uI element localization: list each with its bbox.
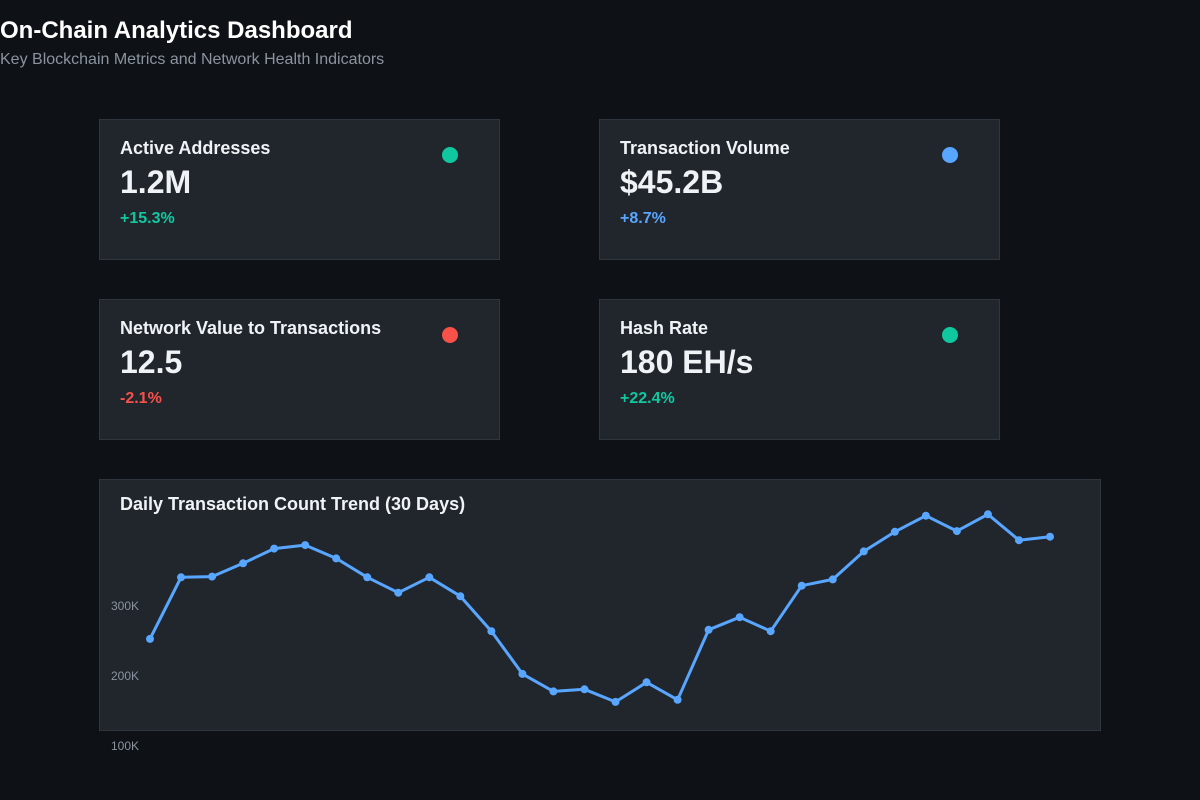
metric-card-transaction-volume: Transaction Volume $45.2B +8.7% xyxy=(599,119,1000,260)
status-dot-icon xyxy=(442,327,458,343)
status-dot-icon xyxy=(442,147,458,163)
metric-value: 1.2M xyxy=(120,164,192,200)
metric-card-nvt: Network Value to Transactions 12.5 -2.1% xyxy=(99,299,500,440)
metric-value: $45.2B xyxy=(620,164,724,200)
metric-label: Hash Rate xyxy=(620,318,709,338)
status-dot-icon xyxy=(942,147,958,163)
chart-panel xyxy=(99,479,1101,731)
metric-card-active-addresses: Active Addresses 1.2M +15.3% xyxy=(99,119,500,260)
page-title: On-Chain Analytics Dashboard xyxy=(0,17,353,44)
metric-change: -2.1% xyxy=(120,390,162,407)
metric-label: Transaction Volume xyxy=(620,138,790,158)
chart-title: Daily Transaction Count Trend (30 Days) xyxy=(120,494,466,514)
metric-change: +15.3% xyxy=(120,210,175,227)
page-subtitle: Key Blockchain Metrics and Network Healt… xyxy=(0,51,385,68)
metric-change: +22.4% xyxy=(620,390,675,407)
metric-change: +8.7% xyxy=(620,210,666,227)
metric-label: Active Addresses xyxy=(120,138,271,158)
metric-value: 12.5 xyxy=(120,344,183,380)
metric-card-hash-rate: Hash Rate 180 EH/s +22.4% xyxy=(599,299,1000,440)
y-tick-label: 100K xyxy=(111,739,139,753)
metric-label: Network Value to Transactions xyxy=(120,318,382,338)
status-dot-icon xyxy=(942,327,958,343)
metric-value: 180 EH/s xyxy=(620,344,754,380)
